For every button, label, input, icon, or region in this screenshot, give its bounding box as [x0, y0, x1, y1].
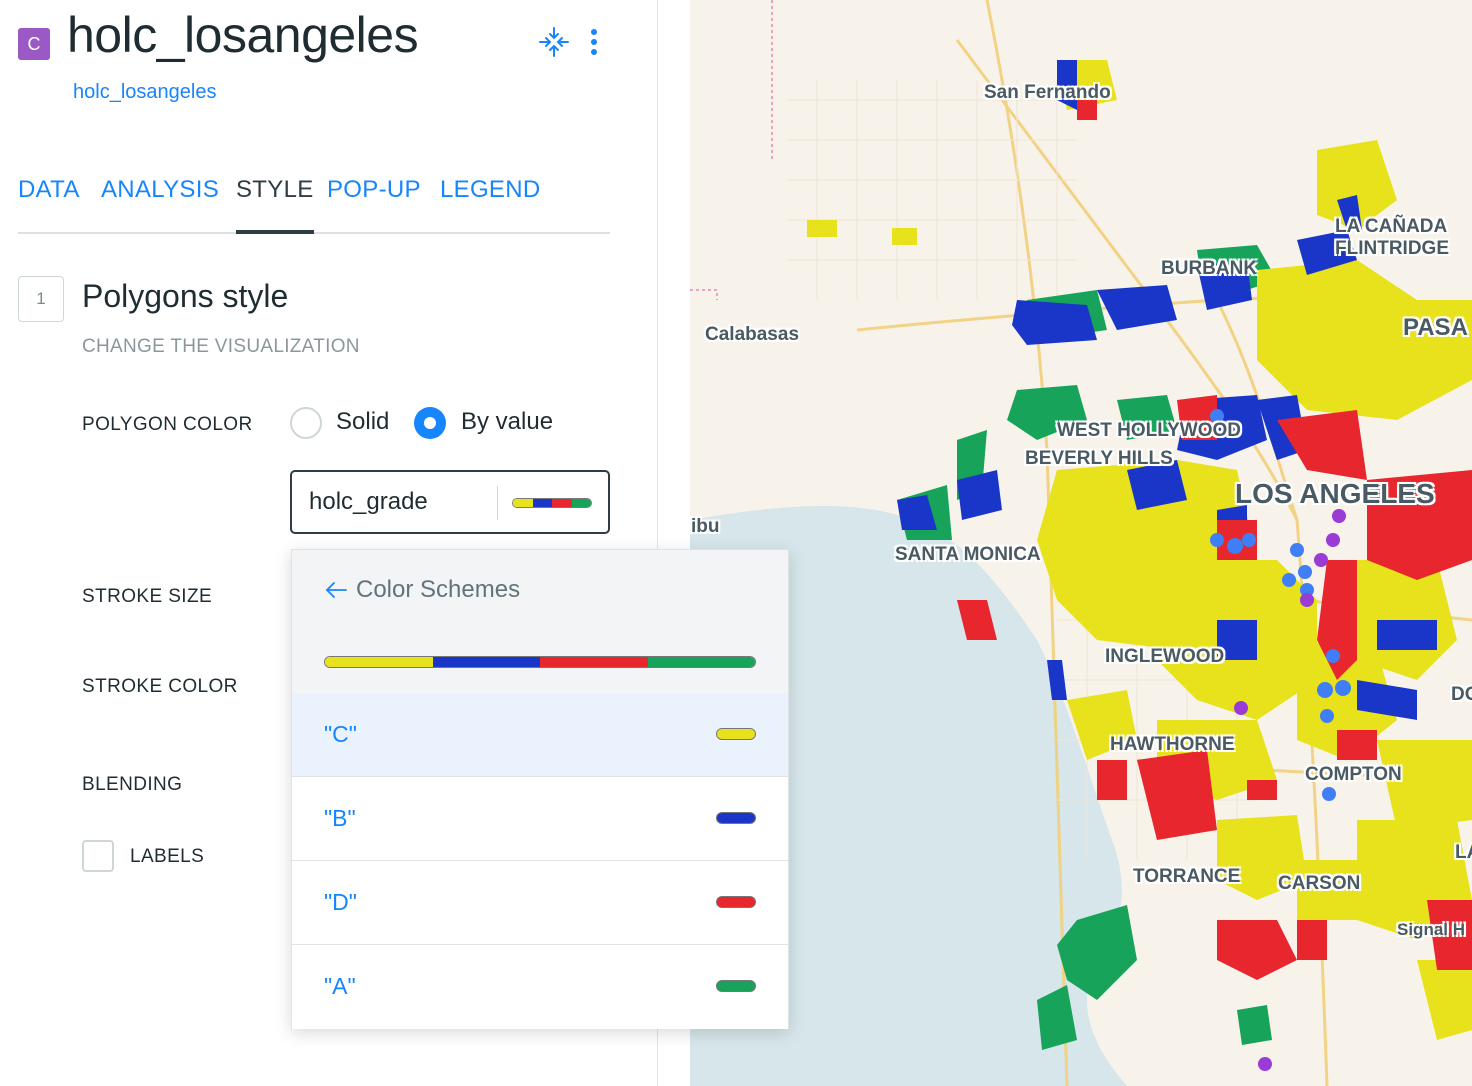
category-label: "D" — [324, 889, 357, 915]
arrow-left-icon[interactable] — [324, 578, 348, 602]
tab-style[interactable]: STYLE — [236, 176, 314, 234]
color-ramp-preview[interactable] — [512, 498, 592, 508]
map-label-flintridge: FLINTRIDGE — [1335, 238, 1449, 259]
map-label-downey: DO — [1451, 684, 1472, 705]
tab-bar: DATA ANALYSIS STYLE POP-UP LEGEND — [18, 166, 610, 234]
category-swatch[interactable] — [716, 980, 756, 992]
grade-b-polygons — [897, 60, 1437, 720]
point-markers — [1210, 409, 1351, 1071]
map-label-beverly-hills: BEVERLY HILLS — [1025, 448, 1173, 469]
by-value-radio-label[interactable]: By value — [461, 408, 554, 435]
map-label-pasadena: PASA — [1403, 314, 1468, 341]
tab-popup[interactable]: POP-UP — [327, 176, 421, 203]
tab-analysis[interactable]: ANALYSIS — [101, 176, 220, 203]
color-by-value-select[interactable]: holc_grade — [290, 470, 610, 534]
tab-data[interactable]: DATA — [18, 176, 80, 203]
color-schemes-title: Color Schemes — [356, 576, 521, 603]
category-label: "C" — [324, 721, 357, 747]
solid-radio-label[interactable]: Solid — [336, 408, 390, 435]
color-schemes-back-header[interactable]: Color Schemes — [292, 550, 788, 633]
map-label-compton: COMPTON — [1305, 764, 1402, 785]
map-label-santa-monica: SANTA MONICA — [895, 544, 1041, 565]
layer-letter-badge: C — [18, 28, 50, 60]
color-ramp-option[interactable] — [292, 632, 788, 694]
more-vertical-icon[interactable] — [588, 26, 600, 58]
category-item-d[interactable]: "D" — [292, 861, 788, 945]
map-label-los-angeles: LOS ANGELES — [1235, 478, 1435, 509]
category-label: "A" — [324, 973, 356, 999]
map-label-la-canada: LA CAÑADA — [1335, 216, 1448, 237]
map-label-san-fernando: San Fernando — [984, 82, 1111, 103]
map-label-signal-hill: Signal H — [1397, 920, 1466, 939]
category-item-c[interactable]: "C" — [292, 693, 788, 777]
map-label-hawthorne: HAWTHORNE — [1110, 734, 1235, 755]
solid-radio[interactable] — [290, 407, 322, 439]
section-title: Polygons style — [82, 278, 289, 314]
category-item-b[interactable]: "B" — [292, 777, 788, 861]
map-label-burbank: BURBANK — [1161, 258, 1258, 279]
labels-checkbox[interactable] — [82, 840, 114, 872]
grade-c-polygons — [807, 60, 1472, 1040]
ocean — [690, 505, 1127, 1086]
category-swatch[interactable] — [716, 812, 756, 824]
grade-d-polygons — [957, 100, 1472, 980]
select-divider — [497, 486, 498, 520]
map-graphics — [657, 0, 1472, 1086]
stroke-color-label: STROKE COLOR — [82, 676, 238, 697]
map-label-calabasas: Calabasas — [705, 324, 800, 345]
category-swatch[interactable] — [716, 728, 756, 740]
selected-field: holc_grade — [309, 488, 428, 515]
tab-legend[interactable]: LEGEND — [440, 176, 541, 203]
color-scheme-dropdown: Color Schemes "C" "B" "D" "A" — [291, 549, 789, 1029]
map-canvas[interactable]: San Fernando Calabasas BURBANK LA CAÑADA… — [657, 0, 1472, 1086]
category-item-a[interactable]: "A" — [292, 945, 788, 1029]
labels-checkbox-label[interactable]: LABELS — [130, 846, 205, 867]
category-swatch[interactable] — [716, 896, 756, 908]
map-label-malibu: ibu — [691, 516, 720, 537]
map-label-carson: CARSON — [1278, 873, 1361, 894]
map-label-lakewood: LA — [1455, 842, 1472, 863]
map-label-west-hollywood: WEST HOLLYWOOD — [1057, 420, 1242, 441]
category-label: "B" — [324, 805, 356, 831]
color-ramp — [324, 656, 756, 668]
map-label-inglewood: INGLEWOOD — [1105, 646, 1225, 667]
collapse-icon[interactable] — [538, 26, 570, 58]
blending-label: BLENDING — [82, 774, 183, 795]
layer-title[interactable]: holc_losangeles — [67, 7, 419, 63]
map-label-torrance: TORRANCE — [1133, 866, 1241, 887]
polygon-color-label: POLYGON COLOR — [82, 414, 253, 435]
by-value-radio[interactable] — [414, 407, 446, 439]
section-subtitle: CHANGE THE VISUALIZATION — [82, 336, 360, 357]
section-number: 1 — [18, 276, 64, 322]
stroke-size-label: STROKE SIZE — [82, 586, 213, 607]
layer-source-link[interactable]: holc_losangeles — [73, 81, 217, 103]
